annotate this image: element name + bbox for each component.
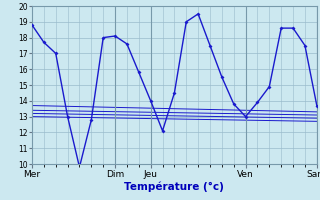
- X-axis label: Température (°c): Température (°c): [124, 181, 224, 192]
